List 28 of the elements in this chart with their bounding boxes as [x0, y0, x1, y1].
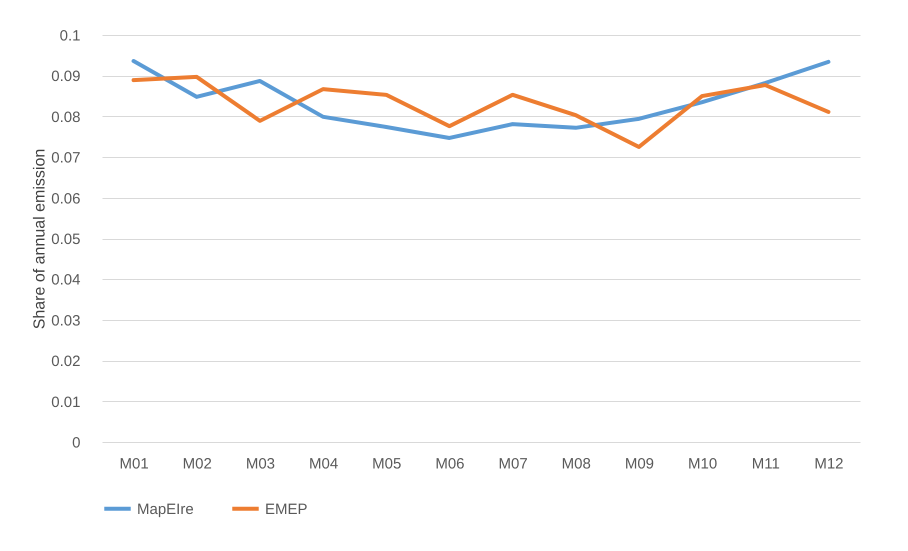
y-tick-label: 0.04: [51, 272, 80, 289]
y-tick-label: 0.06: [51, 190, 80, 208]
x-tick-label: M12: [814, 456, 844, 472]
legend-label: EMEP: [265, 500, 308, 518]
y-tick-label: 0.07: [51, 150, 80, 167]
x-tick-label: M04: [308, 456, 338, 472]
x-tick-label: M11: [752, 456, 780, 472]
x-tick-label: M08: [562, 456, 591, 472]
y-tick-label: 0.1: [60, 28, 80, 44]
y-tick-label: 0.08: [51, 108, 80, 126]
legend-label: MapEIre: [137, 500, 194, 518]
x-tick-label: M07: [498, 456, 528, 472]
y-tick-label: 0: [72, 434, 80, 452]
y-tick-label: 0.05: [51, 231, 80, 248]
x-tick-label: M01: [119, 456, 149, 472]
y-tick-label: 0.01: [51, 394, 80, 411]
line-series: [132, 74, 830, 149]
y-tick-label: 0.03: [51, 312, 80, 330]
y-axis-title: Share of annual emission: [31, 148, 48, 330]
x-tick-label: M05: [372, 456, 402, 472]
x-tick-label: M10: [688, 456, 718, 472]
y-tick-label: 0.02: [51, 353, 80, 370]
x-tick-label: M02: [182, 456, 212, 472]
x-tick-label: M06: [435, 456, 465, 472]
x-tick-label: M09: [624, 456, 654, 472]
line-series: [132, 59, 830, 140]
x-tick-label: M03: [246, 456, 276, 472]
y-tick-label: 0.09: [51, 68, 80, 86]
